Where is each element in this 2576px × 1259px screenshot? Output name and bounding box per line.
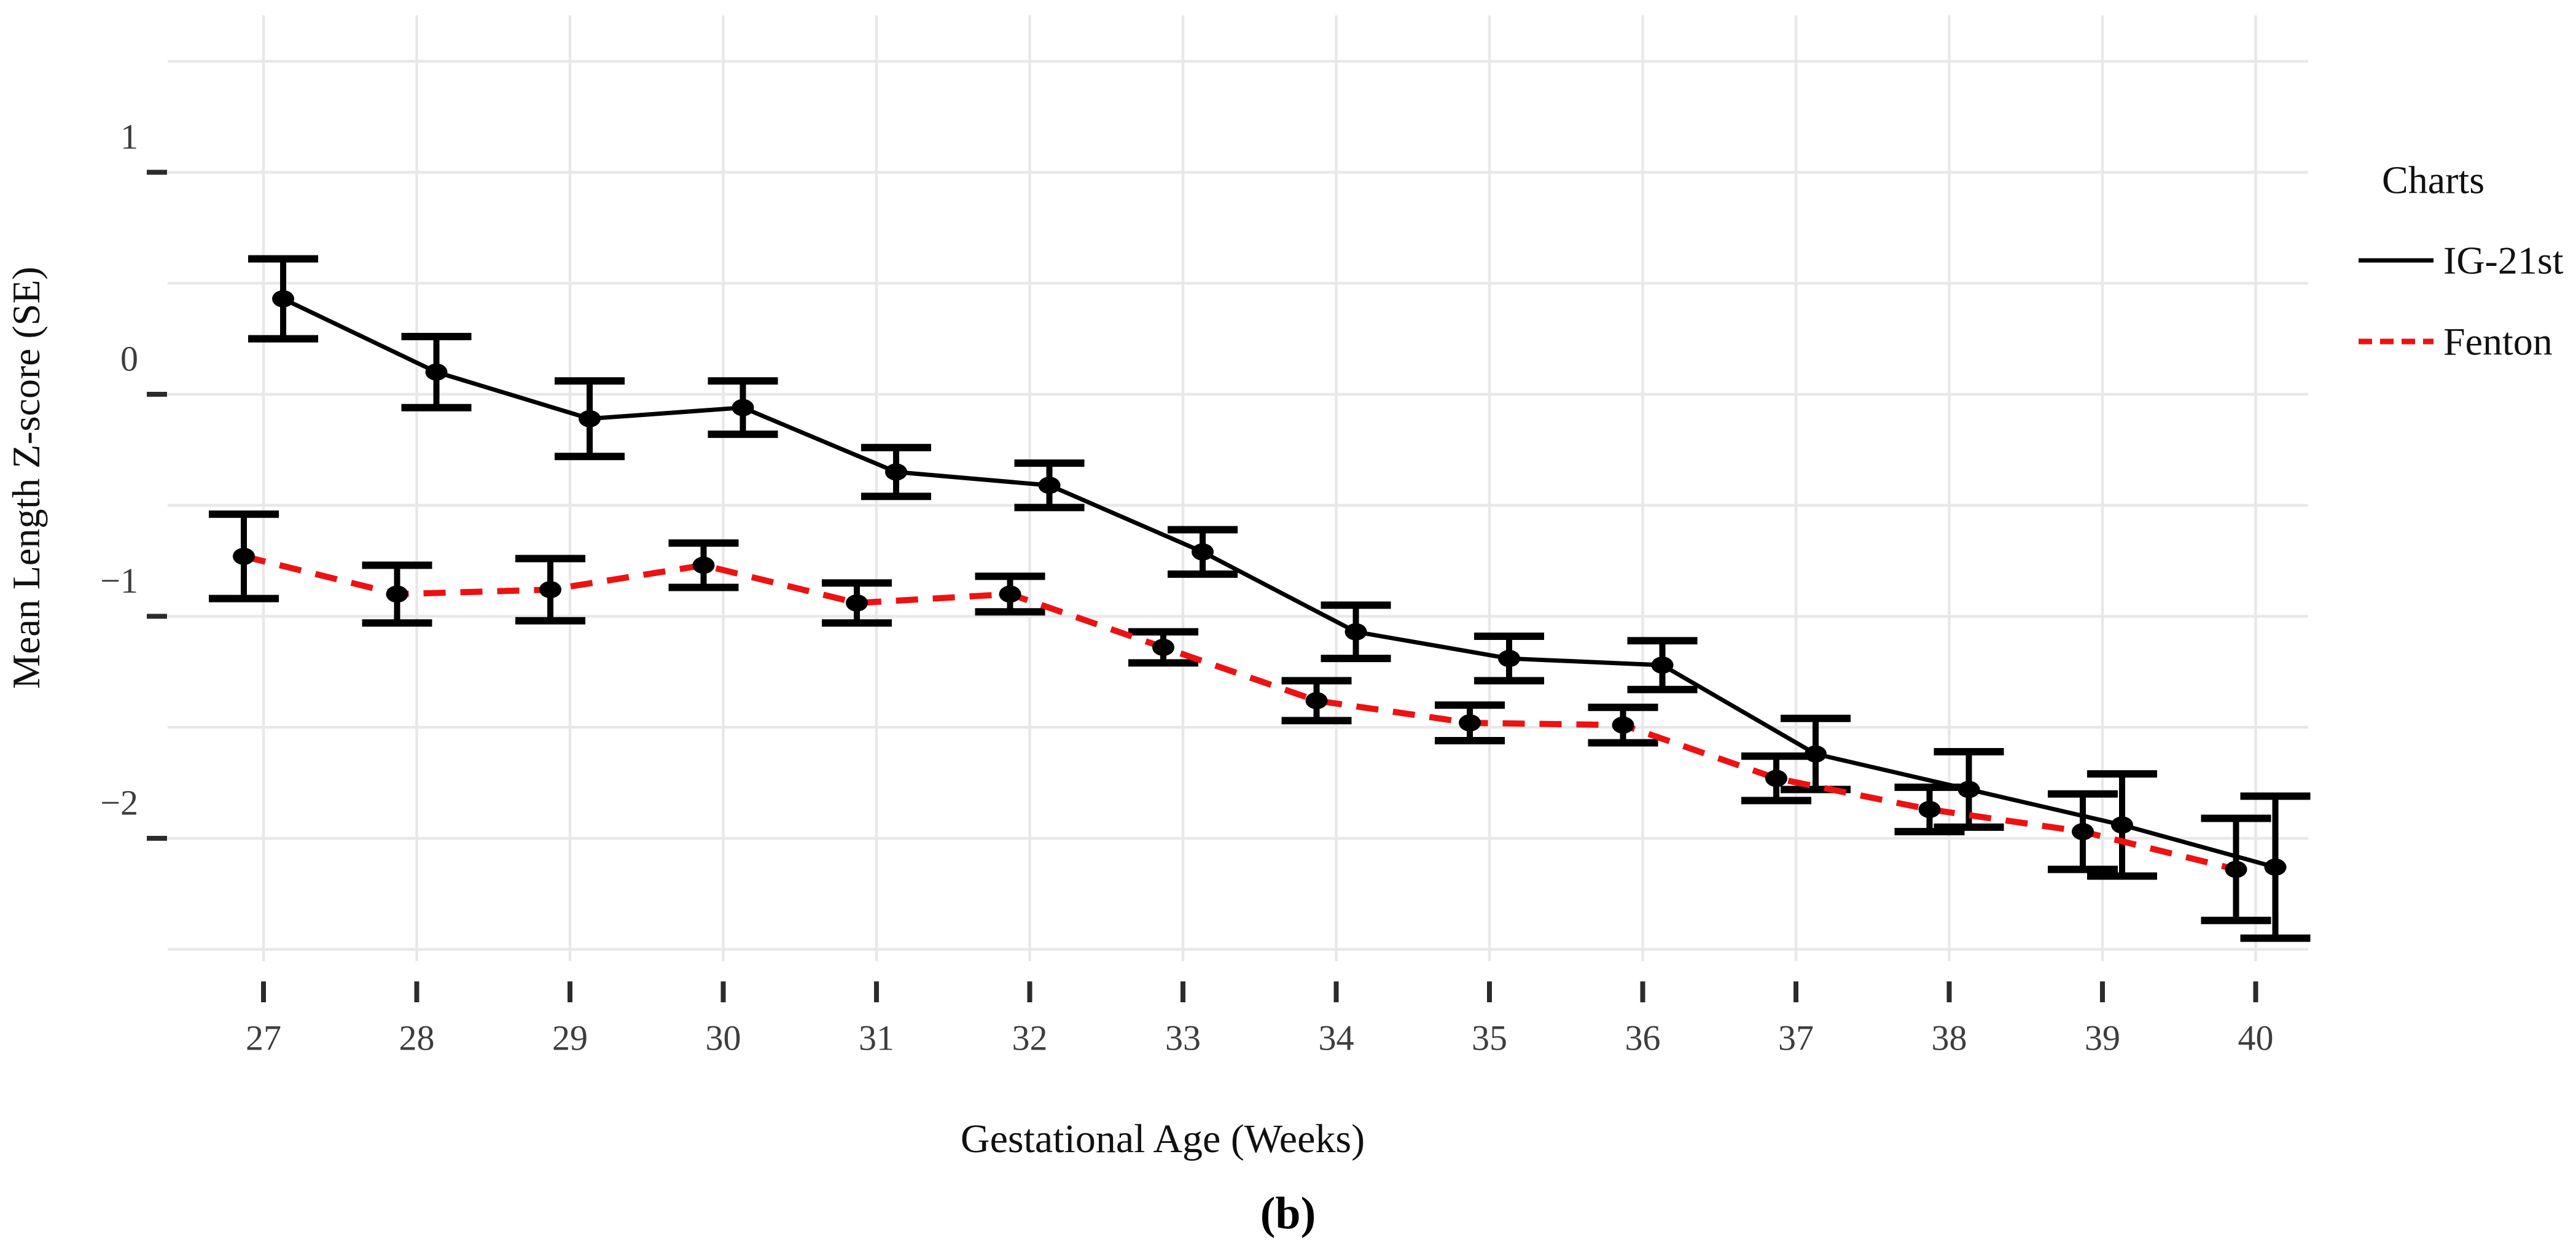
data-point [1498,650,1520,668]
data-point [2072,823,2094,841]
legend-label: IG-21st [2443,239,2564,283]
figure-caption: (b) [1260,1188,1316,1239]
y-tick-label: −2 [100,783,138,823]
data-point [1765,770,1787,787]
legend-item-fenton: Fenton [2359,320,2553,364]
series-line-ig-21st [282,297,2276,870]
data-point [579,410,601,427]
error-bars [209,255,2311,942]
series-line-fenton [243,553,2237,873]
x-tick-label: 39 [2085,1018,2120,1058]
data-point [692,556,715,574]
y-axis-title: Mean Length Z-score (SE) [4,267,48,689]
y-tick-label: 0 [120,339,138,379]
x-tick-label: 32 [1012,1018,1048,1058]
x-tick-label: 34 [1319,1018,1354,1058]
data-point [539,581,561,599]
data-point [1805,745,1827,763]
data-points [233,290,2287,878]
data-point [2111,816,2133,834]
legend-item-ig-21st: IG-21st [2359,239,2564,283]
data-point [386,585,408,603]
data-point [1345,623,1367,641]
x-tick-label: 36 [1625,1018,1661,1058]
gridlines [168,15,2308,961]
data-point [732,399,754,416]
data-point [233,547,255,565]
x-axis-title: Gestational Age (Weeks) [961,1117,1365,1161]
data-point [1651,657,1674,674]
data-point [846,594,868,612]
data-point [1957,781,1980,798]
legend-label: Fenton [2443,320,2553,364]
data-point [425,363,448,381]
data-point [1612,716,1634,734]
data-point [2225,860,2247,878]
data-point [1192,543,1214,561]
x-tick-label: 38 [1932,1018,1967,1058]
y-tick-label: 1 [120,117,138,157]
data-point [885,463,907,481]
x-tick-label: 29 [552,1018,588,1058]
x-tick-label: 31 [859,1018,894,1058]
x-tick-label: 35 [1472,1018,1507,1058]
x-tick-label: 27 [246,1018,281,1058]
x-tick-label: 28 [399,1018,435,1058]
data-point [999,585,1021,603]
data-point [1038,477,1061,494]
x-tick-label: 40 [2238,1018,2274,1058]
data-point [2264,858,2287,876]
data-point [1305,692,1328,709]
legend-title: Charts [2382,158,2484,202]
y-tick-label: −1 [100,561,138,601]
data-point [1918,801,1941,819]
legend: Charts IG-21st Fenton [2359,158,2564,364]
data-point [1152,639,1174,657]
x-tick-label: 30 [706,1018,741,1058]
data-point [1459,714,1481,732]
axis-ticks [147,170,2258,1002]
data-point [272,290,294,308]
x-tick-label: 33 [1165,1018,1201,1058]
x-tick-label: 37 [1778,1018,1814,1058]
series-lines [243,297,2276,873]
axis-tick-labels: 1 0 −1 −2 27 28 29 30 31 32 33 34 35 36 37 38 39 40 [100,117,2273,1058]
